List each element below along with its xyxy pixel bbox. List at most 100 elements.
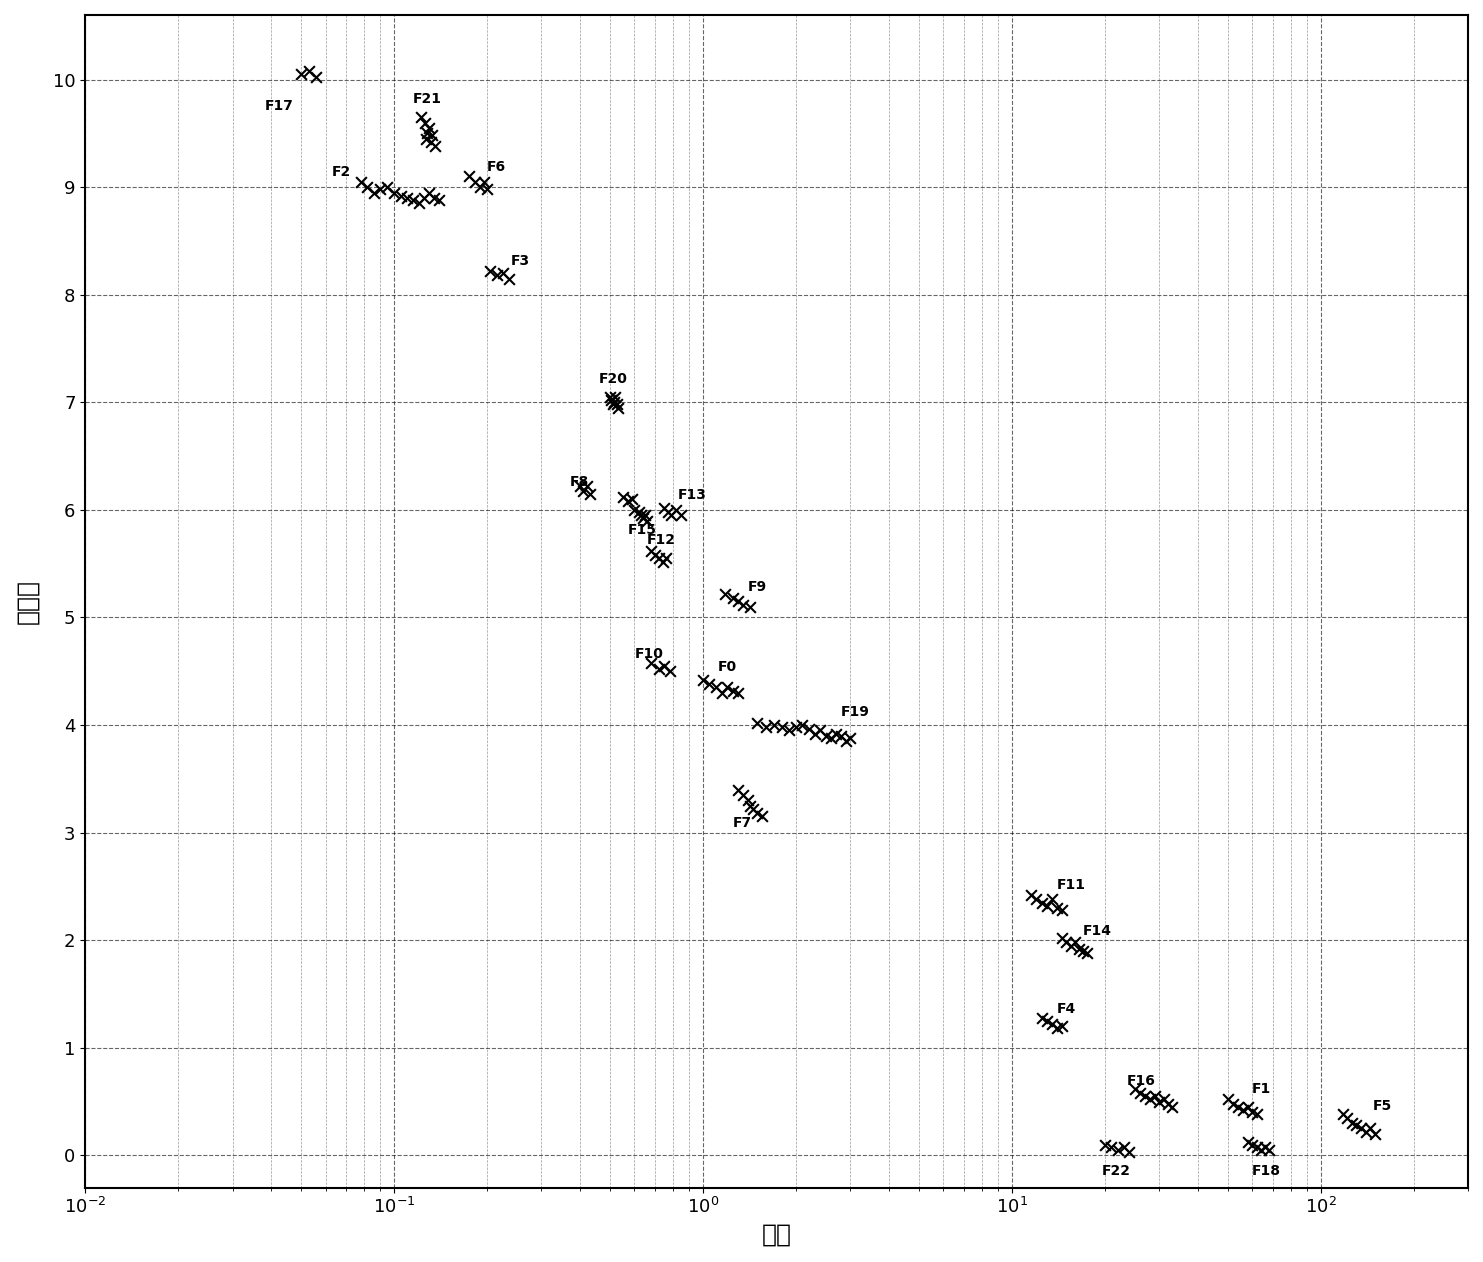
Point bbox=[1336, 1108, 1360, 1128]
Point bbox=[575, 476, 599, 496]
Point bbox=[1093, 1135, 1117, 1155]
Point bbox=[1050, 1016, 1074, 1036]
Point bbox=[627, 502, 651, 522]
Point bbox=[1235, 1097, 1259, 1117]
Point bbox=[713, 584, 737, 604]
Point bbox=[731, 594, 755, 615]
Point bbox=[1253, 1137, 1277, 1157]
Point bbox=[1240, 1135, 1264, 1155]
Point bbox=[623, 500, 647, 520]
Point bbox=[1249, 1140, 1272, 1160]
Text: F11: F11 bbox=[1057, 877, 1086, 891]
Text: F13: F13 bbox=[678, 488, 707, 502]
Point bbox=[383, 183, 406, 203]
Text: F2: F2 bbox=[332, 165, 351, 179]
Point bbox=[802, 723, 826, 743]
Point bbox=[1344, 1116, 1367, 1136]
Point bbox=[710, 683, 734, 703]
Text: F14: F14 bbox=[1083, 924, 1112, 938]
Point bbox=[731, 785, 755, 805]
Point bbox=[727, 683, 750, 703]
Point bbox=[1099, 1137, 1123, 1157]
Text: F22: F22 bbox=[1102, 1164, 1130, 1177]
Point bbox=[412, 188, 436, 208]
Point bbox=[691, 670, 715, 690]
Point bbox=[571, 481, 595, 501]
Point bbox=[796, 719, 820, 740]
Point bbox=[639, 652, 663, 673]
Point bbox=[297, 61, 320, 81]
Point bbox=[1155, 1094, 1179, 1114]
Point bbox=[485, 265, 509, 285]
Point bbox=[1029, 892, 1053, 912]
Point bbox=[469, 177, 492, 197]
Point bbox=[651, 551, 675, 572]
Point bbox=[819, 728, 842, 748]
Text: F6: F6 bbox=[486, 160, 506, 174]
Point bbox=[644, 545, 667, 565]
Point bbox=[632, 509, 655, 529]
Point bbox=[704, 678, 728, 698]
Point bbox=[1143, 1087, 1167, 1107]
Point bbox=[1046, 1018, 1069, 1039]
Point bbox=[1244, 1137, 1268, 1157]
Point bbox=[715, 678, 739, 698]
Point bbox=[479, 261, 503, 281]
Text: F0: F0 bbox=[718, 660, 737, 674]
Point bbox=[356, 177, 380, 197]
Point bbox=[647, 659, 670, 679]
Point bbox=[607, 398, 630, 418]
Point bbox=[1216, 1089, 1240, 1109]
Text: F16: F16 bbox=[1127, 1074, 1155, 1088]
Point bbox=[1350, 1118, 1373, 1138]
Text: F18: F18 bbox=[1252, 1164, 1281, 1177]
Point bbox=[1244, 1104, 1268, 1124]
X-axis label: 峙度: 峙度 bbox=[762, 1223, 792, 1247]
Point bbox=[375, 177, 399, 197]
Point bbox=[1035, 1011, 1059, 1031]
Point bbox=[750, 806, 774, 827]
Text: F20: F20 bbox=[599, 372, 627, 386]
Point bbox=[1137, 1089, 1161, 1109]
Point bbox=[777, 721, 801, 741]
Point bbox=[417, 183, 440, 203]
Point bbox=[1235, 1132, 1259, 1152]
Text: F5: F5 bbox=[1373, 1099, 1393, 1113]
Point bbox=[1133, 1087, 1157, 1107]
Point bbox=[1075, 943, 1099, 963]
Point bbox=[1148, 1092, 1172, 1112]
Point bbox=[660, 505, 684, 525]
Point bbox=[417, 117, 440, 138]
Point bbox=[633, 505, 657, 525]
Point bbox=[1054, 933, 1078, 953]
Point bbox=[697, 674, 721, 694]
Point bbox=[1160, 1097, 1183, 1117]
Point bbox=[1029, 1007, 1053, 1027]
Text: F4: F4 bbox=[1057, 1002, 1077, 1016]
Point bbox=[289, 64, 313, 85]
Point bbox=[746, 803, 770, 823]
Point bbox=[1258, 1140, 1281, 1160]
Point bbox=[568, 476, 592, 496]
Point bbox=[421, 125, 445, 145]
Point bbox=[423, 188, 446, 208]
Point bbox=[1019, 885, 1043, 905]
Point bbox=[653, 656, 676, 676]
Point bbox=[746, 713, 770, 733]
Point bbox=[414, 112, 437, 133]
Point bbox=[578, 483, 602, 504]
Point bbox=[1339, 1113, 1363, 1133]
Point bbox=[1152, 1089, 1176, 1109]
Text: F7: F7 bbox=[733, 817, 752, 830]
Point bbox=[739, 597, 762, 617]
Text: F8: F8 bbox=[569, 476, 589, 490]
Point bbox=[389, 186, 412, 206]
Point bbox=[1050, 900, 1074, 920]
Point bbox=[620, 488, 644, 509]
Text: F3: F3 bbox=[510, 254, 529, 268]
Point bbox=[414, 129, 437, 149]
Point bbox=[362, 183, 386, 203]
Point bbox=[604, 387, 627, 408]
Point bbox=[1040, 1013, 1063, 1034]
Point bbox=[1358, 1118, 1382, 1138]
